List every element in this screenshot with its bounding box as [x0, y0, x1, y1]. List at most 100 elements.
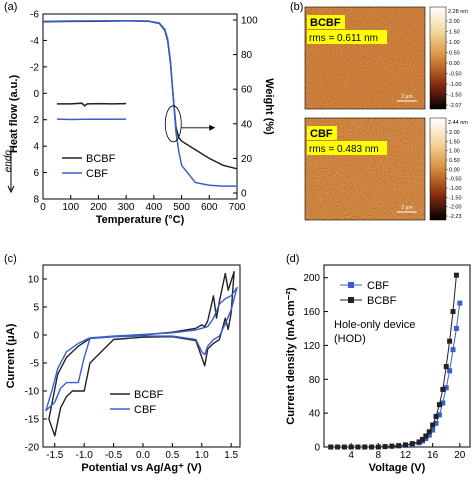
series-bcbf-point: [335, 444, 341, 450]
x-tick-label: 700: [229, 202, 246, 213]
series-cbf-point: [457, 300, 463, 306]
y2-tick-label: 60: [241, 85, 253, 96]
series-cbf-point: [430, 427, 436, 433]
colorbar-tick-label-bcbf: 0.00: [449, 61, 460, 67]
afm-scalebar-label-cbf: 2 μm: [401, 205, 412, 211]
y-tick-label: -4: [30, 36, 39, 47]
colorbar-cbf: [429, 117, 447, 221]
series-bcbf-point: [375, 444, 381, 450]
y-tick-label: 160: [303, 307, 320, 318]
series-bcbf-point: [430, 422, 436, 428]
colorbar-tick-label-bcbf: 0.50: [449, 51, 460, 57]
series-bcbf-point: [328, 444, 334, 450]
colorbar-tick-label-bcbf: 1.50: [449, 30, 460, 36]
series-bcbf-point: [355, 444, 361, 450]
y-tick-label: -2: [30, 62, 39, 73]
series-bcbf-point: [436, 402, 442, 408]
x-tick-label: 8: [376, 450, 382, 461]
x-tick-label: 1.5: [224, 450, 238, 461]
x-tick-label: 300: [118, 202, 135, 213]
afm-rms-cbf: rms = 0.483 nm: [309, 144, 379, 155]
x-tick-label: 200: [90, 202, 107, 213]
legend-marker-cbf: [348, 282, 354, 288]
afm-label-box-cbf: [307, 126, 337, 140]
y-tick-label: 0: [314, 443, 320, 454]
y-tick-label: 80: [309, 375, 321, 386]
y-axis-label: Current (μA): [5, 323, 17, 388]
series-bcbf-point: [369, 444, 375, 450]
y2-tick-label: 80: [241, 50, 253, 61]
series-bcbf-point: [419, 436, 425, 442]
annotation-ellipse: [164, 105, 182, 143]
x-tick-label: 0.0: [136, 450, 150, 461]
series-cbf-point: [436, 412, 442, 418]
colorbar-tick-label-bcbf: -2.07: [449, 103, 462, 109]
afm-label-bcbf: BCBF: [310, 17, 341, 29]
panel-a: (a)0 100 200 300 400 500 600 700-6-4-2024680204…: [3, 1, 275, 226]
series-bcbf-point: [348, 444, 354, 450]
colorbar-tick-label-cbf: -1.50: [449, 195, 462, 201]
y-tick-label: 0: [33, 89, 39, 100]
afm-image-frame-bcbf: [304, 6, 426, 110]
legend-label-bcbf: BCBF: [134, 389, 164, 401]
panel-label: (a): [4, 1, 17, 13]
colorbar-tick-label-bcbf: -1.50: [449, 93, 462, 99]
x-axis-label: Temperature (°C): [96, 214, 185, 226]
x-tick-label: -0.5: [105, 450, 123, 461]
legend-label-cbf: CBF: [134, 404, 156, 416]
colorbar-max-cbf: 2.44 nm: [448, 120, 468, 126]
colorbar-tick-label-cbf: -1.00: [449, 186, 462, 192]
x-tick-label: 16: [427, 450, 439, 461]
x-tick-label: 20: [454, 450, 466, 461]
y-tick-label: 2: [33, 115, 39, 126]
colorbar-tick-label-bcbf: -0.50: [449, 72, 462, 78]
colorbar-tick-label-bcbf: 2.00: [449, 19, 460, 25]
series-bcbf-point: [341, 444, 347, 450]
series-cbf-line: [45, 286, 238, 412]
colorbar-bcbf: [429, 6, 447, 110]
colorbar-tick-label-cbf: -0.50: [449, 177, 462, 183]
y2-axis-label: Weight (%): [263, 78, 275, 135]
x-tick-label: 1.0: [195, 450, 209, 461]
y-tick-label: 4: [33, 142, 39, 153]
y-tick-label: 10: [28, 275, 40, 286]
series-bcbf-point: [409, 441, 415, 447]
colorbar-tick-label-cbf: -2.23: [449, 214, 462, 220]
y-tick-label: 6: [33, 168, 39, 179]
x-tick-label: 0.5: [165, 450, 179, 461]
y-axis-label: Heat flow (a.u.): [8, 75, 20, 154]
series-bcbf-point: [402, 442, 408, 448]
x-axis-label: Potential vs Ag/Ag⁺ (V): [81, 462, 202, 474]
legend-label-cbf: CBF: [86, 168, 108, 180]
y-tick-label: -20: [25, 443, 40, 454]
x-axis-label: Voltage (V): [369, 462, 426, 474]
series-cbf-point: [453, 325, 459, 331]
series-cbf-point: [440, 400, 446, 406]
panel-label: (b): [290, 1, 303, 13]
endo-arrow-head: [7, 185, 15, 194]
y2-tick-label: 100: [241, 16, 258, 27]
y-tick-label: -15: [25, 415, 40, 426]
series-bcbf-line: [48, 271, 235, 437]
y-axis-label: Current density (mA cm⁻²): [285, 287, 297, 425]
series-bcbf-point: [389, 443, 395, 449]
series-bcbf-point: [447, 338, 453, 344]
series-bcbf-point: [433, 414, 439, 420]
legend-label-bcbf: BCBF: [86, 153, 116, 165]
series-bcbf-heatflow-line: [56, 102, 127, 107]
y-tick-label: 40: [309, 409, 321, 420]
y-tick-label: 200: [303, 273, 320, 284]
x-tick-label: 600: [201, 202, 218, 213]
series-cbf-point: [443, 385, 449, 391]
afm-scalebar-label-bcbf: 2 μm: [401, 94, 412, 100]
x-tick-label: 400: [146, 202, 163, 213]
x-tick-label: -1.5: [46, 450, 64, 461]
series-bcbf-weight-line: [42, 20, 238, 170]
series-cbf-point: [426, 432, 432, 438]
panel-b: (b) BCBF rms = 0.611 nm 2 μm 2.28 nm 2.00 1.50…: [290, 1, 468, 221]
afm-rms-box-bcbf: [307, 30, 387, 44]
annotation-line-2: (HOD): [334, 333, 366, 345]
afm-rms-bcbf: rms = 0.611 nm: [309, 33, 378, 44]
colorbar-tick-label-bcbf: 1.00: [449, 40, 460, 46]
